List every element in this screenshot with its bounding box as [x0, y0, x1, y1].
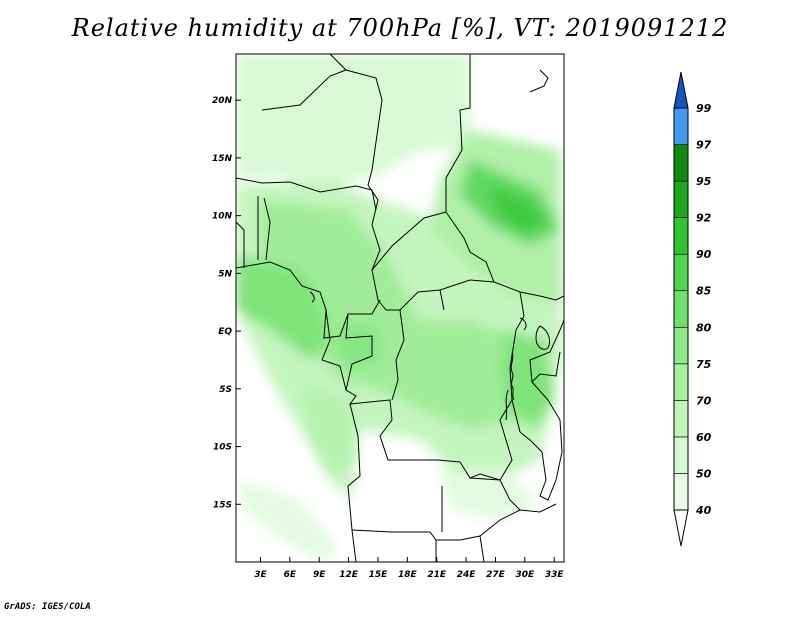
colorbar-arrow-bottom — [673, 509, 689, 547]
lat-tick-label: 10S — [213, 443, 232, 453]
map-title: Relative humidity at 700hPa [%], VT: 201… — [71, 14, 729, 42]
map-frame — [235, 53, 565, 563]
colorbar-label: 75 — [696, 358, 712, 371]
colorbar-swatch — [673, 290, 689, 328]
lat-tick-label: 10N — [212, 212, 233, 222]
colorbar-swatch — [673, 180, 689, 218]
lon-tick-label: 3E — [254, 570, 267, 580]
colorbar-swatch — [673, 400, 689, 438]
colorbar-swatch — [673, 107, 689, 145]
colorbar-swatch — [673, 217, 689, 255]
lat-tick-label: 5S — [219, 385, 232, 395]
lat-tick-label: 20N — [212, 96, 233, 106]
colorbar-label: 80 — [696, 321, 712, 334]
lat-tick-label: 5N — [218, 269, 232, 279]
colorbar-swatch — [673, 144, 689, 182]
colorbar-label: 60 — [696, 431, 712, 444]
lon-tick-label: 33E — [545, 570, 565, 580]
country-boundaries — [236, 54, 564, 562]
lon-tick-label: 24E — [457, 570, 477, 580]
lat-tick-label: 15S — [213, 500, 232, 510]
lat-tick-label: EQ — [218, 327, 232, 337]
colorbar-label: 85 — [696, 285, 712, 298]
colorbar-swatch — [673, 326, 689, 365]
colorbar-arrow-top — [673, 71, 689, 109]
humidity-field — [236, 54, 564, 562]
lon-tick-label: 15E — [369, 570, 389, 580]
lon-tick-label: 9E — [313, 570, 326, 580]
lon-tick-label: 12E — [339, 570, 359, 580]
colorbar-swatch — [673, 253, 689, 292]
colorbar-frame — [673, 107, 689, 511]
colorbar-label: 95 — [696, 175, 712, 188]
colorbar-label: 99 — [696, 102, 712, 115]
colorbar-label: 50 — [696, 467, 712, 480]
colorbar-label: 90 — [696, 248, 712, 261]
colorbar-swatch — [673, 436, 689, 474]
lat-tick-label: 15N — [212, 154, 233, 164]
lon-tick-label: 6E — [284, 570, 297, 580]
colorbar-swatch — [673, 363, 689, 401]
credit-label: GrADS: IGES/COLA — [4, 602, 91, 612]
colorbar-label: 97 — [696, 139, 712, 152]
colorbar-swatch — [673, 473, 689, 511]
lon-tick-label: 21E — [427, 570, 447, 580]
lon-tick-label: 27E — [486, 570, 506, 580]
latitude-axis: 20N 15N 10N 5N EQ 5S 10S 15S — [212, 96, 241, 510]
lon-tick-label: 18E — [398, 570, 418, 580]
colorbar-label: 70 — [696, 394, 712, 407]
lon-tick-label: 30E — [515, 570, 535, 580]
colorbar: 40 50 60 70 75 80 85 90 92 95 97 99 — [673, 71, 712, 547]
colorbar-label: 40 — [695, 504, 712, 517]
longitude-axis: 3E 6E 9E 12E 15E 18E 21E 24E 27E 30E 33E — [254, 557, 564, 580]
colorbar-label: 92 — [696, 212, 712, 225]
